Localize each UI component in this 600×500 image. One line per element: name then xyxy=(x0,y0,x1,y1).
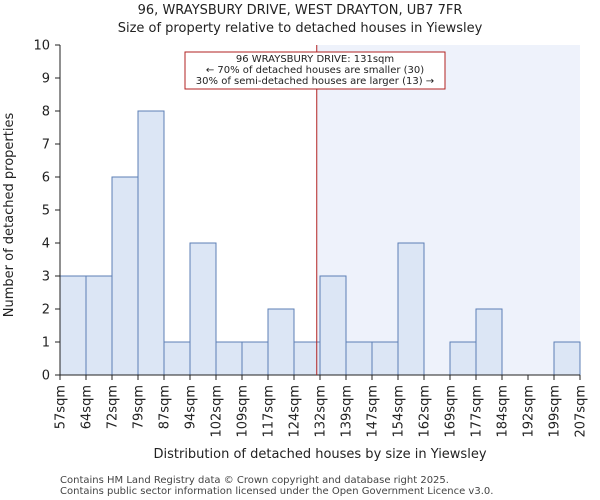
x-tick-label: 132sqm xyxy=(314,385,329,438)
y-tick-label: 9 xyxy=(42,72,50,87)
bar xyxy=(449,341,477,376)
larger-than-property-region xyxy=(316,45,580,375)
footer-line-1: Contains HM Land Registry data © Crown c… xyxy=(60,475,449,486)
y-tick-label: 3 xyxy=(42,270,50,285)
x-tick-label: 177sqm xyxy=(470,385,485,438)
y-tick-label: 8 xyxy=(42,105,50,120)
y-ticks-group: 0 1 2 3 4 5 6 7 8 9 10 xyxy=(33,39,60,384)
annotation-line-2: ← 70% of detached houses are smaller (30… xyxy=(206,65,424,76)
x-tick-label: 162sqm xyxy=(418,385,433,438)
annotation-line-3: 30% of semi-detached houses are larger (… xyxy=(196,76,434,87)
y-tick-label: 1 xyxy=(42,336,50,351)
y-tick-label: 7 xyxy=(42,138,50,153)
bar xyxy=(189,242,217,376)
chart-title: 96, WRAYSBURY DRIVE, WEST DRAYTON, UB7 7… xyxy=(138,3,463,18)
bar xyxy=(345,341,373,376)
x-tick-label: 64sqm xyxy=(80,385,95,429)
bar xyxy=(85,275,113,376)
annotation-box xyxy=(184,51,446,90)
x-tick-label: 57sqm xyxy=(54,385,69,429)
y-tick-label: 10 xyxy=(33,39,50,54)
x-tick-label: 139sqm xyxy=(340,385,355,438)
y-tick-label: 6 xyxy=(42,171,50,186)
x-tick-label: 109sqm xyxy=(236,385,251,438)
bar xyxy=(241,341,269,376)
bar xyxy=(371,341,399,376)
y-tick-label: 4 xyxy=(42,237,50,252)
bar xyxy=(553,341,581,376)
x-axis-label: Distribution of detached houses by size … xyxy=(153,447,486,462)
x-tick-label: 154sqm xyxy=(392,385,407,438)
x-tick-label: 169sqm xyxy=(444,385,459,438)
bars-group xyxy=(59,110,581,376)
bar xyxy=(111,176,139,376)
x-tick-label: 117sqm xyxy=(262,385,277,438)
bar xyxy=(163,341,191,376)
x-tick-label: 94sqm xyxy=(184,385,199,429)
x-tick-label: 207sqm xyxy=(574,385,589,438)
x-tick-label: 79sqm xyxy=(132,385,147,429)
y-tick-label: 5 xyxy=(42,204,50,219)
x-tick-label: 192sqm xyxy=(522,385,537,438)
x-tick-label: 102sqm xyxy=(210,385,225,438)
annotation-line-1: 96 WRAYSBURY DRIVE: 131sqm xyxy=(236,54,394,65)
x-tick-label: 199sqm xyxy=(548,385,563,438)
bar xyxy=(293,341,321,376)
bar xyxy=(137,110,165,376)
bar xyxy=(475,308,503,376)
bar xyxy=(215,341,243,376)
y-axis-label: Number of detached properties xyxy=(2,113,17,318)
x-tick-label: 72sqm xyxy=(106,385,121,429)
bar xyxy=(267,308,295,376)
bar xyxy=(59,275,87,376)
x-tick-label: 147sqm xyxy=(366,385,381,438)
x-tick-label: 184sqm xyxy=(496,385,511,438)
y-tick-label: 2 xyxy=(42,303,50,318)
y-tick-label: 0 xyxy=(42,369,50,384)
x-tick-label: 124sqm xyxy=(288,385,303,438)
bar xyxy=(319,275,347,376)
chart-subtitle: Size of property relative to detached ho… xyxy=(118,21,483,36)
x-ticks-group: 57sqm 64sqm 72sqm 79sqm 87sqm 94sqm 102sqm 109s… xyxy=(54,375,589,438)
footer-line-2: Contains public sector information licen… xyxy=(60,486,493,497)
x-tick-label: 87sqm xyxy=(158,385,173,429)
bar xyxy=(397,242,425,376)
